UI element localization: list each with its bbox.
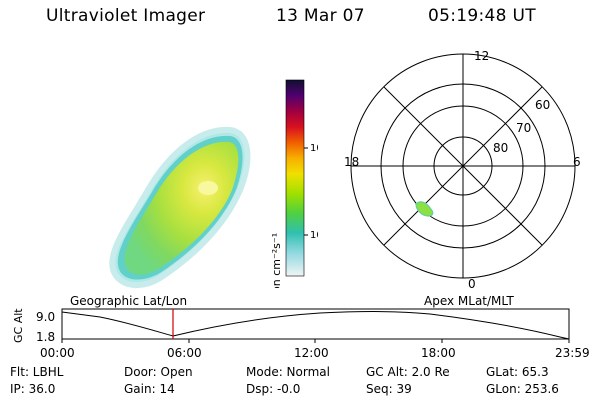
colorbar-tick-100: 100 bbox=[310, 143, 318, 154]
colorbar-tick-10: 10 bbox=[310, 230, 318, 241]
colorbar-unit-label: photon cm⁻²s⁻¹ bbox=[270, 233, 283, 288]
ip-info: IP: 36.0 bbox=[10, 382, 56, 396]
mlt-label-18: 18 bbox=[344, 155, 359, 169]
door-info: Door: Open bbox=[124, 365, 193, 379]
mlt-label-6: 6 bbox=[573, 155, 581, 169]
polar-mlt-plot: 12 18 6 0 60 70 80 bbox=[344, 49, 581, 291]
alt-tick-bottom: 1.8 bbox=[36, 330, 55, 344]
gain-info: Gain: 14 bbox=[124, 382, 175, 396]
mlt-label-12: 12 bbox=[474, 49, 489, 63]
geographic-aurora-image bbox=[109, 126, 251, 289]
xtick-1800: 18:00 bbox=[421, 346, 456, 360]
alt-axis-label: GC Alt bbox=[12, 308, 25, 343]
mlat-label-60: 60 bbox=[535, 98, 550, 112]
mlat-label-80: 80 bbox=[493, 141, 508, 155]
glat-info: GLat: 65.3 bbox=[486, 365, 549, 379]
dsp-info: Dsp: -0.0 bbox=[246, 382, 301, 396]
altitude-strip-chart: 9.0 1.8 GC Alt 00:00 06:00 12:00 18:00 2… bbox=[12, 308, 590, 360]
filter-info: Flt: LBHL bbox=[10, 365, 64, 379]
alt-tick-top: 9.0 bbox=[36, 310, 55, 324]
time-label: 05:19:48 UT bbox=[428, 6, 536, 26]
apex-projection-label: Apex MLat/MLT bbox=[424, 294, 514, 308]
xtick-1200: 12:00 bbox=[294, 346, 329, 360]
gc-alt-info: GC Alt: 2.0 Re bbox=[366, 365, 450, 379]
app-title: Ultraviolet Imager bbox=[46, 6, 206, 26]
mlat-label-70: 70 bbox=[516, 121, 531, 135]
xtick-2359: 23:59 bbox=[555, 346, 590, 360]
xtick-0000: 00:00 bbox=[40, 346, 75, 360]
seq-info: Seq: 39 bbox=[366, 382, 412, 396]
geographic-projection-label: Geographic Lat/Lon bbox=[70, 294, 188, 308]
xtick-0600: 06:00 bbox=[167, 346, 202, 360]
color-scale-bar: 100 10 photon cm⁻²s⁻¹ bbox=[270, 79, 318, 288]
mode-info: Mode: Normal bbox=[246, 365, 330, 379]
date-label: 13 Mar 07 bbox=[276, 6, 365, 26]
glon-info: GLon: 253.6 bbox=[486, 382, 559, 396]
mlt-label-0: 0 bbox=[468, 277, 476, 291]
